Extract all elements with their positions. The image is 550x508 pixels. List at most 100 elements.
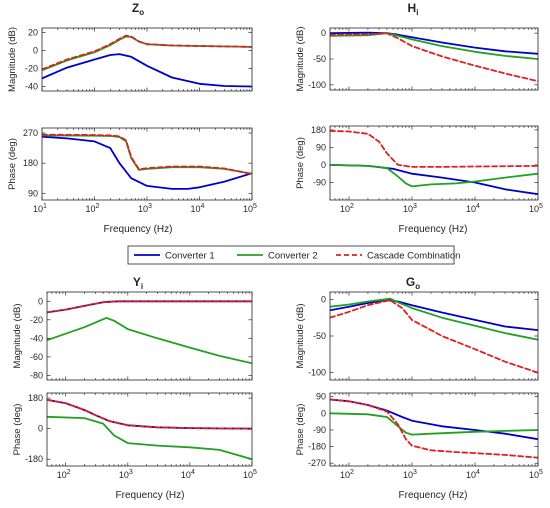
y-tick-label: 0 bbox=[321, 28, 326, 38]
y-tick-label: 90 bbox=[28, 188, 38, 198]
x-axis-label: Frequency (Hz) bbox=[399, 224, 468, 235]
y-axis-label: Phase (deg) bbox=[7, 138, 18, 190]
plot-frame bbox=[329, 291, 539, 381]
y-tick-label: 0 bbox=[38, 424, 43, 434]
y-tick-label: 20 bbox=[28, 28, 38, 38]
x-tick-exponent: 5 bbox=[539, 469, 543, 476]
y-axis-label: Magnitude (dB) bbox=[12, 304, 23, 369]
series-line-converter-1 bbox=[42, 135, 252, 190]
x-tick-exponent: 5 bbox=[253, 469, 257, 476]
series-line-converter-2 bbox=[330, 412, 538, 436]
series-line-cascade-combination bbox=[330, 130, 538, 168]
chart-1-magnitude-axes: 20 0 -20 -40 Magnitude (dB) bbox=[7, 27, 253, 92]
y-axis-label: Magnitude (dB) bbox=[7, 27, 18, 92]
x-tick-label: 105 bbox=[243, 203, 257, 214]
y-tick-label: -180 bbox=[308, 442, 326, 452]
x-tick-exponent: 2 bbox=[350, 203, 354, 210]
series-line-converter-2 bbox=[47, 415, 252, 461]
series-group bbox=[42, 133, 252, 190]
chart-2-phase-axes: 102 103 104 105 180 90 0 -90 Phase (deg) bbox=[295, 125, 543, 214]
y-tick-label: -40 bbox=[25, 82, 38, 92]
y-tick-label: -20 bbox=[25, 64, 38, 74]
plot-frame bbox=[46, 392, 253, 467]
x-tick-label: 104 bbox=[191, 203, 205, 214]
x-tick-exponent: 3 bbox=[148, 203, 152, 210]
x-tick-label: 103 bbox=[403, 203, 417, 214]
x-tick-exponent: 3 bbox=[413, 469, 417, 476]
y-tick-label: 270 bbox=[23, 128, 38, 138]
x-tick-label: 102 bbox=[340, 469, 354, 480]
series-group bbox=[330, 398, 538, 459]
y-tick-label: -60 bbox=[30, 352, 43, 362]
x-tick-exponent: 5 bbox=[253, 203, 257, 210]
x-tick-label: 103 bbox=[119, 469, 133, 480]
series-line-converter-2 bbox=[330, 164, 538, 188]
chart-title-subscript: o bbox=[415, 282, 420, 291]
series-group bbox=[330, 130, 538, 196]
x-tick-label: 103 bbox=[403, 469, 417, 480]
y-tick-label: 0 bbox=[33, 46, 38, 56]
x-tick-label: 103 bbox=[138, 203, 152, 214]
chart-title: Yi bbox=[133, 275, 143, 291]
x-tick-exponent: 2 bbox=[67, 469, 71, 476]
x-tick-label: 104 bbox=[466, 203, 480, 214]
x-tick-exponent: 4 bbox=[476, 469, 480, 476]
x-tick-label: 102 bbox=[86, 203, 100, 214]
series-group bbox=[42, 34, 252, 88]
legend-box bbox=[127, 245, 455, 265]
y-tick-label: 0 bbox=[321, 294, 326, 304]
y-axis-label: Magnitude (dB) bbox=[295, 304, 306, 369]
y-tick-label: 0 bbox=[321, 408, 326, 418]
series-line-converter-1 bbox=[42, 53, 252, 88]
series-line-converter-2 bbox=[330, 297, 538, 341]
y-tick-label: -270 bbox=[308, 458, 326, 468]
chart-title-subscript: i bbox=[141, 282, 143, 291]
y-tick-label: 90 bbox=[316, 142, 326, 152]
x-tick-label: 105 bbox=[529, 469, 543, 480]
x-tick-label: 101 bbox=[33, 203, 47, 214]
series-line-cascade-combination bbox=[47, 398, 252, 430]
series-line-converter-1 bbox=[330, 31, 538, 55]
series-line-cascade-combination bbox=[47, 300, 252, 314]
series-line-cascade-combination bbox=[330, 398, 538, 459]
series-group bbox=[330, 31, 538, 83]
legend-label: Cascade Combination bbox=[367, 251, 460, 262]
series-line-cascade-combination bbox=[330, 32, 538, 83]
y-tick-label: -50 bbox=[313, 54, 326, 64]
y-tick-label: -20 bbox=[30, 315, 43, 325]
x-tick-label: 104 bbox=[181, 469, 195, 480]
x-axis-label: Frequency (Hz) bbox=[104, 224, 173, 235]
plot-area bbox=[42, 28, 252, 91]
plot-frame bbox=[41, 127, 253, 201]
chart-3-magnitude-axes: 0 -20 -40 -60 -80 Magnitude (dB) bbox=[12, 291, 253, 381]
legend-label: Converter 1 bbox=[165, 251, 215, 262]
y-axis-label: Magnitude (dB) bbox=[295, 27, 306, 92]
plot-frame bbox=[329, 392, 539, 467]
series-group bbox=[47, 398, 252, 461]
y-tick-label: 0 bbox=[38, 296, 43, 306]
y-tick-label: -100 bbox=[308, 368, 326, 378]
chart-title-subscript: o bbox=[139, 8, 144, 17]
plot-frame bbox=[41, 27, 253, 92]
y-tick-label: -100 bbox=[308, 80, 326, 90]
x-tick-exponent: 2 bbox=[350, 469, 354, 476]
x-axis-label: Frequency (Hz) bbox=[116, 490, 185, 501]
y-tick-label: 180 bbox=[311, 125, 326, 135]
y-tick-label: -80 bbox=[30, 370, 43, 380]
x-tick-label: 104 bbox=[466, 469, 480, 480]
y-tick-label: -40 bbox=[30, 333, 43, 343]
x-tick-label: 105 bbox=[243, 469, 257, 480]
x-tick-exponent: 3 bbox=[413, 203, 417, 210]
series-line-converter-2 bbox=[47, 317, 252, 365]
y-axis-label: Phase (deg) bbox=[295, 137, 306, 189]
y-tick-label: 180 bbox=[23, 158, 38, 168]
plot-area bbox=[47, 393, 252, 466]
x-tick-label: 102 bbox=[57, 469, 71, 480]
series-line-cascade-combination bbox=[42, 34, 252, 71]
chart-title: Hi bbox=[408, 1, 419, 17]
y-tick-label: 180 bbox=[28, 393, 43, 403]
